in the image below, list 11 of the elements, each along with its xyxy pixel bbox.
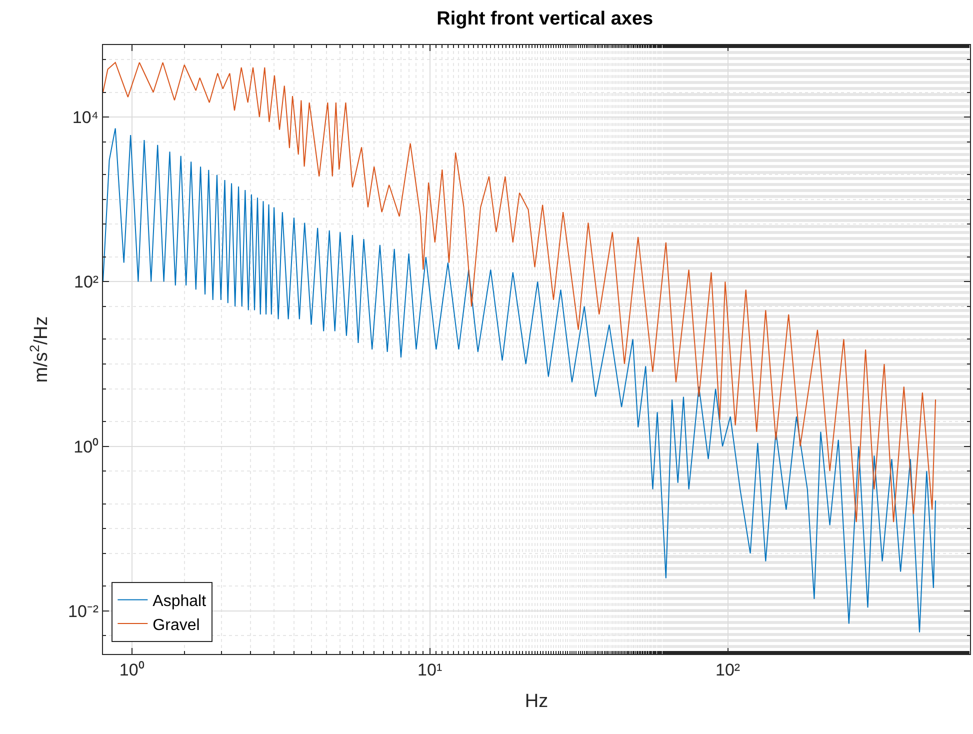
y-tick-label: 10⁻² xyxy=(68,602,99,621)
y-tick-label: 10⁰ xyxy=(74,437,99,456)
x-tick-label: 10⁰ xyxy=(119,660,144,680)
x-axis-title: Hz xyxy=(524,691,548,712)
x-tick-label: 10¹ xyxy=(418,660,442,680)
y-tick-label: 10² xyxy=(74,272,99,292)
legend-label: Asphalt xyxy=(152,592,207,610)
legend-label: Gravel xyxy=(152,616,200,634)
x-tick-label: 10² xyxy=(716,660,740,680)
y-tick-label: 10⁴ xyxy=(72,108,99,127)
chart-title: Right front vertical axes xyxy=(436,8,654,30)
